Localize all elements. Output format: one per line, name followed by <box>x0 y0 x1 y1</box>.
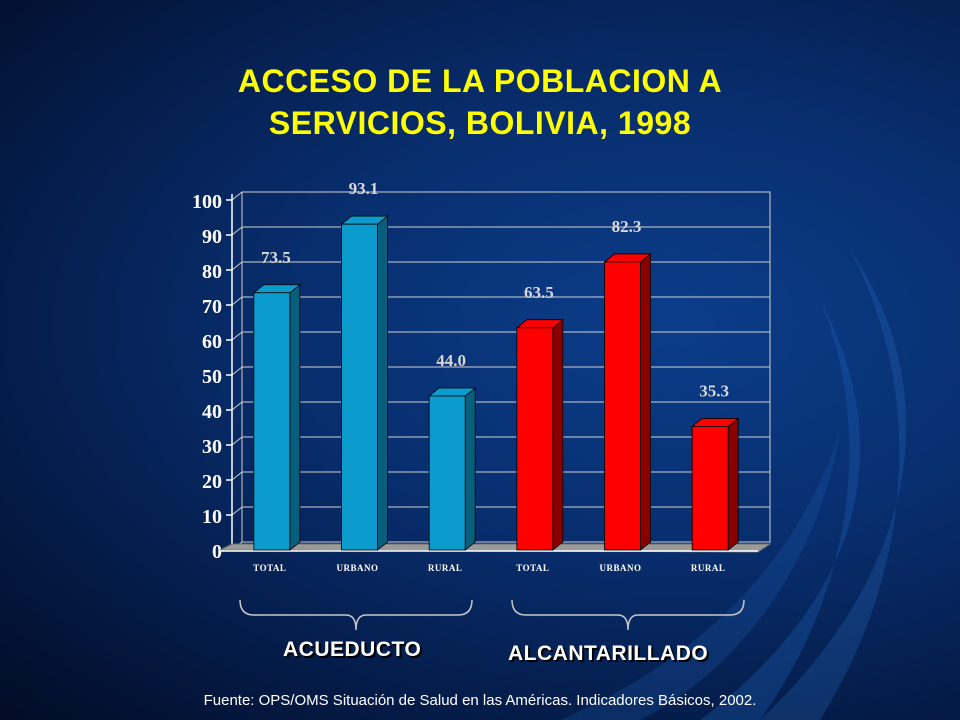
x-tick-label: RURAL <box>428 563 463 573</box>
bar <box>515 318 564 551</box>
data-label: 82.3 <box>612 217 642 236</box>
chart-floor <box>219 543 772 553</box>
group-label-acueducto: ACUEDUCTO <box>283 638 422 661</box>
bar-front <box>428 395 466 551</box>
grid-lines <box>231 191 771 551</box>
gridline-depth <box>231 261 243 271</box>
y-tick-label: 50 <box>202 366 222 388</box>
x-tick-label: RURAL <box>691 563 726 573</box>
y-tick-label: 70 <box>202 296 222 318</box>
bar-front <box>604 261 641 551</box>
data-labels: 73.5 93.1 44.0 63.5 82.3 35.3 <box>261 179 729 400</box>
gridline-depth <box>231 401 243 411</box>
y-tick-label: 0 <box>212 541 222 563</box>
bar <box>252 283 301 551</box>
y-tick-label: 30 <box>202 436 222 458</box>
x-tick-label: TOTAL <box>253 563 286 573</box>
gridline-depth <box>231 331 243 341</box>
bar <box>428 387 477 551</box>
bar-side <box>727 417 739 551</box>
title-line-1: ACCESO DE LA POBLACION A <box>237 63 723 99</box>
y-tick-label: 90 <box>202 226 222 248</box>
bars <box>252 215 740 551</box>
source-note: Fuente: OPS/OMS Situación de Salud en la… <box>203 692 757 709</box>
bar-side <box>464 387 476 551</box>
bar-side <box>377 215 388 551</box>
gridline-depth <box>231 366 243 376</box>
title-line-2: SERVICIOS, BOLIVIA, 1998 <box>268 105 692 141</box>
brace-acueducto <box>239 599 473 631</box>
data-label: 73.5 <box>261 248 291 267</box>
group-braces <box>239 599 745 631</box>
data-label: 63.5 <box>524 283 554 302</box>
gridline-depth <box>231 296 243 306</box>
y-axis: 0 10 20 30 40 50 60 70 80 90 100 <box>192 191 243 563</box>
bar-side <box>552 318 564 551</box>
gridline-depth <box>231 471 243 481</box>
bar-side <box>640 253 651 551</box>
y-tick-label: 80 <box>202 261 222 283</box>
bar <box>603 253 652 551</box>
x-tick-label: URBANO <box>336 563 378 573</box>
data-label: 35.3 <box>699 381 729 400</box>
x-tick-label: TOTAL <box>516 563 549 573</box>
gridline-depth <box>231 436 243 446</box>
data-label: 93.1 <box>349 179 379 198</box>
bar <box>691 417 740 551</box>
bar-front <box>341 223 378 551</box>
y-tick-label: 40 <box>202 401 222 423</box>
bar <box>340 215 389 551</box>
y-tick-label: 100 <box>192 191 222 213</box>
bar-side <box>289 283 301 551</box>
bar-front <box>253 292 291 551</box>
bar-front <box>516 327 554 551</box>
gridline-depth <box>231 506 243 516</box>
gridline-depth <box>231 226 243 236</box>
x-axis: TOTAL URBANO RURAL TOTAL URBANO RURAL <box>253 563 725 573</box>
y-tick-label: 60 <box>202 331 222 353</box>
chart-title: ACCESO DE LA POBLACION A SERVICIOS, BOLI… <box>0 60 960 144</box>
y-tick-label: 20 <box>202 471 222 493</box>
brace-alcantarillado <box>511 599 745 631</box>
data-label: 44.0 <box>436 351 466 370</box>
x-tick-label: URBANO <box>599 563 641 573</box>
group-label-alcantarillado: ALCANTARILLADO <box>508 642 709 665</box>
bar-front <box>691 426 729 551</box>
gridline-depth <box>231 191 243 201</box>
y-tick-label: 10 <box>202 506 222 528</box>
